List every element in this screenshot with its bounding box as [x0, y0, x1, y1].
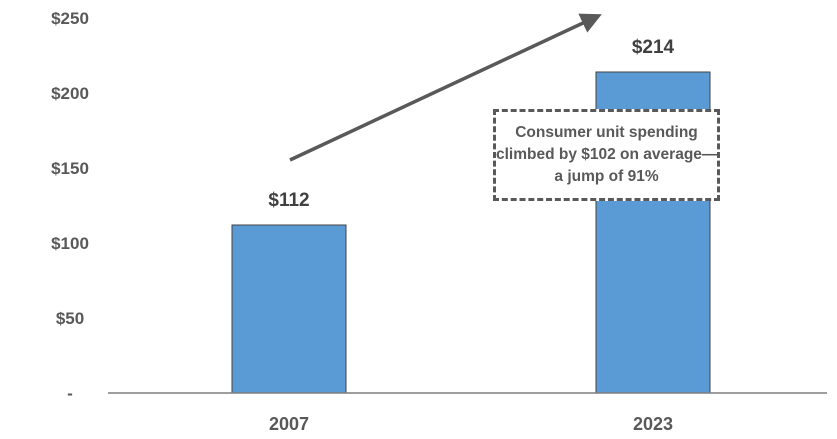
annotation-text: Consumer unit spending climbed by $102 o… — [492, 122, 721, 188]
y-tick-label: $100 — [51, 234, 89, 253]
x-axis-labels: 2007 2023 — [269, 414, 673, 434]
y-tick-label: $150 — [51, 159, 89, 178]
y-tick-label: - — [67, 384, 73, 403]
bar — [231, 224, 347, 394]
data-label: $214 — [632, 37, 675, 58]
x-tick-label: 2023 — [633, 414, 673, 434]
y-axis-ticks: - $50 $100 $150 $200 $250 — [51, 9, 89, 403]
y-tick-label: $250 — [51, 9, 89, 28]
trend-arrow — [289, 13, 602, 162]
y-tick-label: $50 — [56, 309, 84, 328]
annotation-line: Consumer unit spending — [515, 124, 698, 141]
y-tick-label: $200 — [51, 84, 89, 103]
data-labels: $112 $214 — [268, 37, 674, 211]
annotation-line: a jump of 91% — [554, 168, 659, 185]
annotation-line: climbed by $102 on average— — [496, 146, 718, 163]
annotation-callout: Consumer unit spending climbed by $102 o… — [493, 109, 720, 201]
data-label: $112 — [268, 190, 309, 211]
x-tick-label: 2007 — [269, 414, 309, 434]
